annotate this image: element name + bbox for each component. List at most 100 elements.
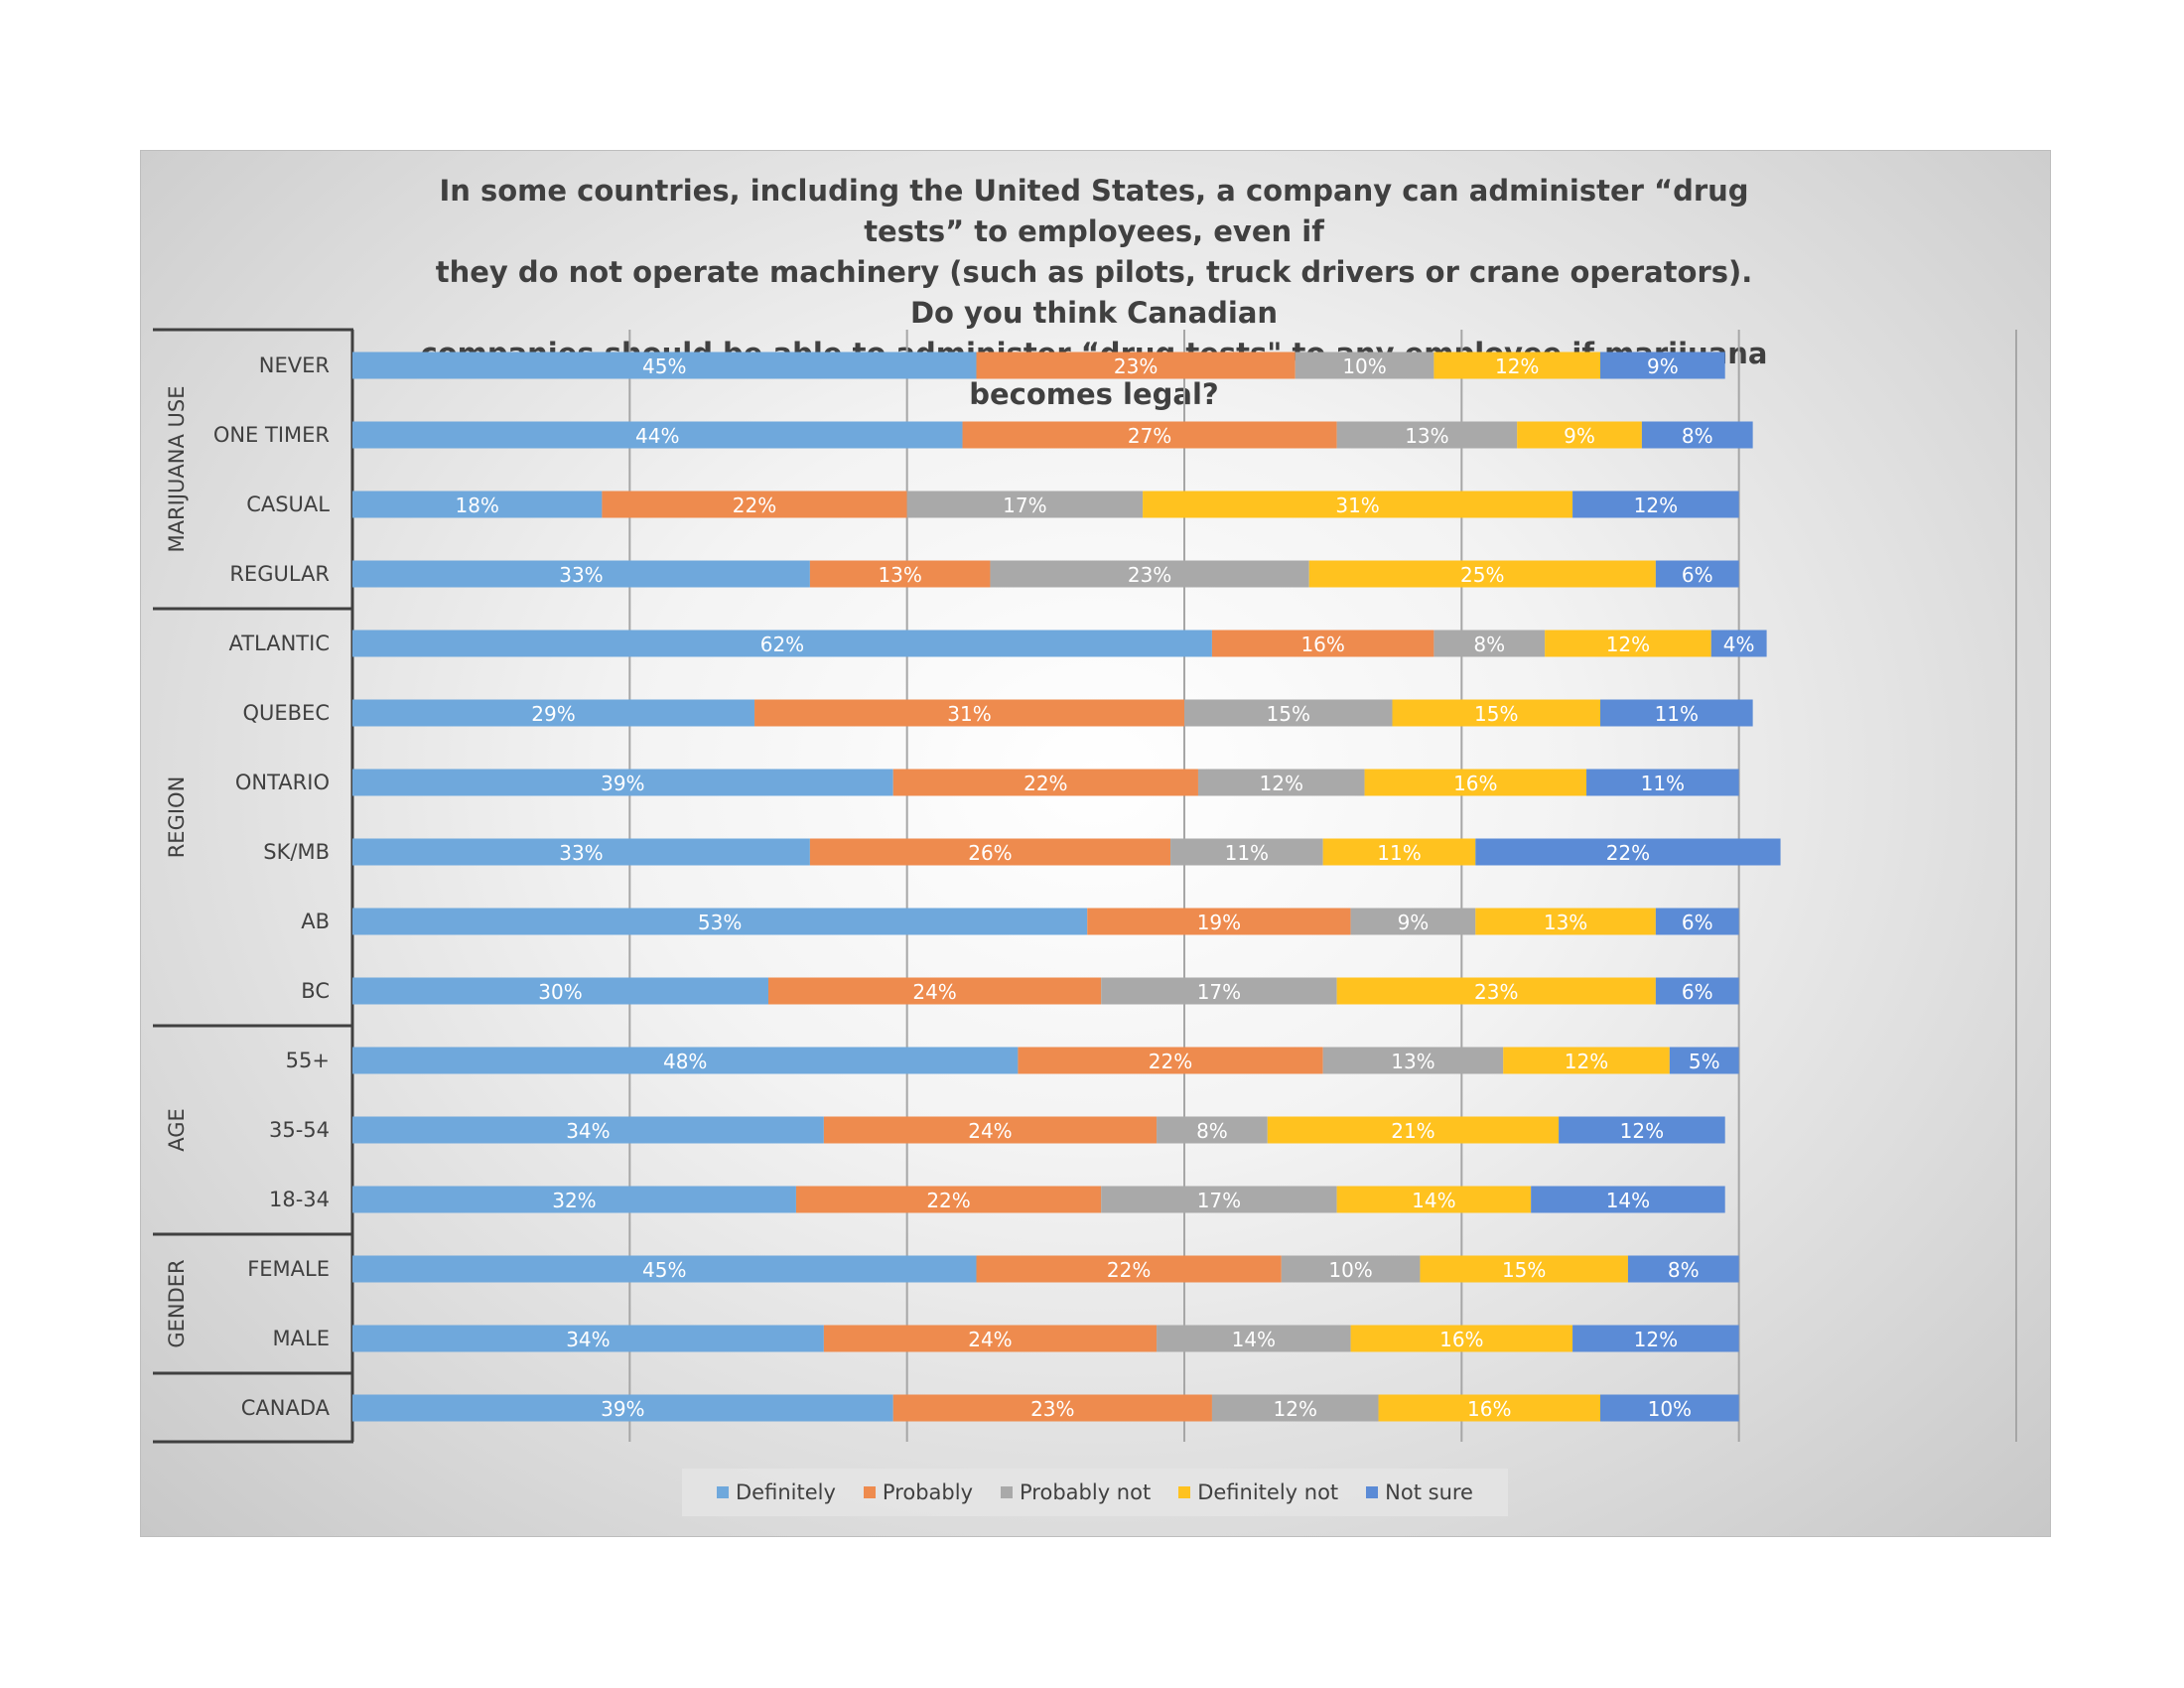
group-label: AGE bbox=[165, 1108, 189, 1152]
data-label: 8% bbox=[1668, 1258, 1700, 1282]
legend-item: Probably not bbox=[1001, 1480, 1151, 1504]
bar-segment bbox=[823, 1116, 1158, 1144]
bar-segment bbox=[1295, 352, 1434, 379]
bar-segment bbox=[1322, 838, 1476, 866]
bar-segment bbox=[1364, 769, 1587, 796]
bar-segment bbox=[1655, 560, 1739, 588]
data-label: 33% bbox=[559, 563, 603, 587]
bar-segment bbox=[1157, 1325, 1351, 1352]
bar-segment bbox=[1600, 352, 1725, 379]
data-label: 11% bbox=[1641, 772, 1685, 795]
data-label: 21% bbox=[1391, 1119, 1434, 1143]
data-label: 6% bbox=[1682, 911, 1713, 934]
data-label: 13% bbox=[878, 563, 921, 587]
bar-segment bbox=[768, 977, 1102, 1005]
category-label: ATLANTIC bbox=[228, 632, 330, 655]
data-label: 12% bbox=[1620, 1119, 1664, 1143]
bar-segment bbox=[1655, 908, 1739, 935]
data-label: 6% bbox=[1682, 980, 1713, 1004]
data-label: 8% bbox=[1196, 1119, 1228, 1143]
bar-segment bbox=[1267, 1116, 1560, 1144]
bar-segment bbox=[352, 1116, 824, 1144]
bar-segment bbox=[352, 630, 1212, 657]
bar-segment bbox=[352, 1186, 796, 1213]
data-label: 4% bbox=[1723, 633, 1755, 656]
data-label: 30% bbox=[538, 980, 582, 1004]
data-label: 14% bbox=[1232, 1328, 1276, 1351]
data-label: 5% bbox=[1689, 1050, 1720, 1073]
bar-segment bbox=[1308, 560, 1656, 588]
chart-title-line: they do not operate machinery (such as p… bbox=[435, 255, 1753, 330]
category-label: AB bbox=[301, 910, 330, 933]
data-label: 15% bbox=[1267, 702, 1310, 726]
data-label: 22% bbox=[1606, 841, 1650, 865]
bar-segment bbox=[1475, 838, 1781, 866]
legend-label: Not sure bbox=[1385, 1480, 1473, 1504]
group-label: REGION bbox=[165, 776, 189, 859]
data-label: 39% bbox=[601, 772, 644, 795]
data-label: 24% bbox=[912, 980, 956, 1004]
bar-segment bbox=[809, 560, 991, 588]
bar-segment bbox=[1669, 1047, 1739, 1074]
data-label: 18% bbox=[455, 493, 498, 517]
data-label: 29% bbox=[531, 702, 575, 726]
data-label: 14% bbox=[1606, 1189, 1650, 1212]
bar-segment bbox=[990, 560, 1309, 588]
bar-segment bbox=[1600, 1394, 1739, 1422]
data-label: 12% bbox=[1274, 1397, 1317, 1421]
bar-segment bbox=[976, 352, 1296, 379]
bar-segment bbox=[1336, 1186, 1532, 1213]
category-label: BC bbox=[301, 979, 330, 1003]
data-label: 22% bbox=[1024, 772, 1067, 795]
data-label: 9% bbox=[1398, 911, 1430, 934]
data-label: 12% bbox=[1260, 772, 1303, 795]
bar-segment bbox=[1336, 421, 1518, 449]
data-label: 25% bbox=[1460, 563, 1504, 587]
bar-segment bbox=[1211, 1394, 1379, 1422]
data-label: 16% bbox=[1300, 633, 1344, 656]
bar-segment bbox=[1586, 769, 1739, 796]
data-label: 8% bbox=[1682, 424, 1713, 448]
bar-segment bbox=[1322, 1047, 1504, 1074]
bar-segment bbox=[1710, 630, 1767, 657]
data-label: 62% bbox=[760, 633, 804, 656]
bar-segment bbox=[1420, 1255, 1628, 1283]
bar-segment bbox=[1157, 1116, 1268, 1144]
category-label: 35-54 bbox=[269, 1118, 330, 1142]
category-label: CANADA bbox=[241, 1396, 331, 1420]
bar-segment bbox=[1627, 1255, 1739, 1283]
category-label: NEVER bbox=[259, 353, 330, 377]
bar-segment bbox=[1211, 630, 1434, 657]
data-label: 31% bbox=[1335, 493, 1379, 517]
bar-segment bbox=[1559, 1116, 1725, 1144]
bar-segment bbox=[352, 1325, 824, 1352]
bar-segment bbox=[795, 1186, 1102, 1213]
legend-swatch bbox=[1366, 1486, 1379, 1498]
data-label: 11% bbox=[1377, 841, 1421, 865]
data-label: 26% bbox=[968, 841, 1012, 865]
category-label: REGULAR bbox=[229, 562, 330, 586]
category-label: FEMALE bbox=[247, 1257, 330, 1281]
data-label: 32% bbox=[552, 1189, 596, 1212]
bar-segment bbox=[1517, 421, 1642, 449]
bar-segment bbox=[1600, 699, 1753, 727]
data-label: 16% bbox=[1453, 772, 1497, 795]
data-label: 39% bbox=[601, 1397, 644, 1421]
category-label: ONE TIMER bbox=[213, 423, 330, 447]
data-label: 10% bbox=[1342, 354, 1386, 378]
bar-segment bbox=[1378, 1394, 1600, 1422]
data-label: 12% bbox=[1565, 1050, 1608, 1073]
bar-segment bbox=[352, 1255, 977, 1283]
bar-segment bbox=[1433, 352, 1600, 379]
data-label: 9% bbox=[1564, 424, 1595, 448]
data-label: 12% bbox=[1606, 633, 1650, 656]
category-label: 55+ bbox=[286, 1049, 330, 1072]
data-label: 24% bbox=[968, 1328, 1012, 1351]
data-label: 22% bbox=[926, 1189, 970, 1212]
data-label: 24% bbox=[968, 1119, 1012, 1143]
legend-label: Definitely bbox=[736, 1480, 836, 1504]
data-label: 31% bbox=[947, 702, 991, 726]
bar-segment bbox=[1572, 1325, 1739, 1352]
category-label: SK/MB bbox=[263, 840, 330, 864]
data-label: 12% bbox=[1634, 1328, 1678, 1351]
